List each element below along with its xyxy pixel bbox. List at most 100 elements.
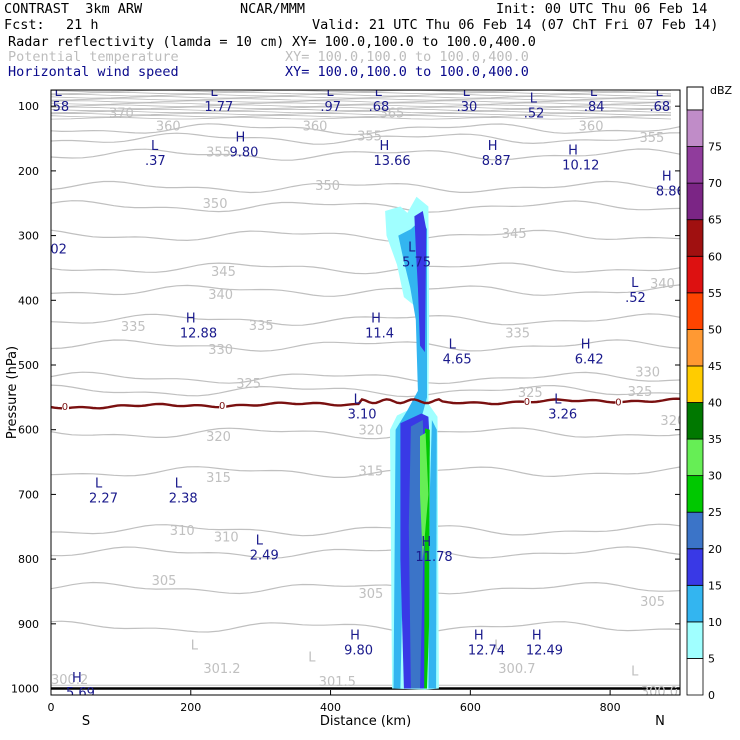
- theta-low-marker: L: [308, 650, 316, 665]
- wind-extremum-value: 3.26: [548, 408, 577, 423]
- colorbar-swatch: [686, 219, 704, 257]
- zero-line-label: 0: [524, 397, 530, 408]
- zero-line-label: 0: [219, 401, 225, 412]
- field-1-name: Radar reflectivity (lamda = 10 cm): [8, 34, 285, 50]
- theta-label: 365: [379, 107, 404, 122]
- colorbar-swatch: [686, 438, 704, 477]
- wind-low-marker: L: [354, 393, 362, 408]
- upper-isoline: [51, 98, 672, 101]
- theta-label: 300.7: [498, 662, 535, 677]
- theta-label: 325: [518, 386, 543, 401]
- wind-low-marker: L: [530, 92, 538, 107]
- theta-label: 320: [206, 430, 231, 445]
- colorbar-swatch: [686, 658, 704, 696]
- wind-extremum-value: 6.42: [575, 353, 604, 368]
- theta-label: 335: [121, 320, 146, 335]
- model-title: CONTRAST 3km ARW: [4, 1, 143, 17]
- x-end-left: S: [82, 714, 90, 729]
- theta-label: 310: [214, 530, 239, 545]
- theta-contours: [51, 123, 680, 690]
- colorbar-swatch: [686, 402, 704, 440]
- colorbar-swatch: [686, 548, 704, 586]
- theta-label: 315: [359, 464, 384, 479]
- wind-extremum-value: 13.66: [373, 154, 410, 169]
- wind-low-marker: L: [210, 85, 218, 100]
- reflectivity-10dbz: [428, 420, 437, 689]
- reflectivity-30dbz: [420, 432, 429, 560]
- wind-extremum-value: 2.27: [89, 492, 118, 507]
- forecast-label: Fcst:: [4, 17, 45, 33]
- theta-isoline: [51, 262, 680, 275]
- theta-label: 360: [579, 120, 604, 135]
- upper-isoline: [51, 106, 672, 110]
- upper-isoline: [51, 96, 671, 99]
- wind-extremum-value: .30: [457, 100, 478, 115]
- organization-label: NCAR/MMM: [240, 1, 306, 17]
- wind-low-marker: L: [408, 240, 416, 255]
- upper-theta-isolines: [51, 90, 672, 120]
- colorbar-label: 25: [708, 506, 722, 519]
- zero-line-label: 0: [62, 402, 68, 413]
- zero-label-bg: [61, 401, 69, 412]
- colorbar-label: 70: [708, 177, 722, 190]
- upper-isoline: [51, 110, 672, 114]
- theta-label: 355: [357, 129, 382, 144]
- axes: 100 200 300 400 500 600 700 800 900 1000 0 200 400 60…: [5, 89, 681, 729]
- theta-isoline: [51, 123, 680, 136]
- y-tick-label: 500: [18, 359, 39, 372]
- wind-extremum-value: 5.02: [38, 243, 67, 258]
- colorbar-swatch: [686, 584, 704, 623]
- theta-isoline: [51, 384, 680, 398]
- upper-isoline: [51, 108, 671, 112]
- plot-frame: [50, 89, 681, 696]
- theta-label: 350: [203, 197, 228, 212]
- theta-isoline: [51, 427, 680, 440]
- colorbar: dBZ 0 5 10 15 20 25 30 35 40 45 50 55 60 65 70 75: [686, 84, 733, 702]
- colorbar-swatch: [686, 328, 704, 367]
- colorbar-label: 65: [708, 214, 722, 227]
- colorbar-label: 45: [708, 360, 722, 373]
- upper-isoline: [51, 93, 672, 97]
- theta-label: 300.2: [51, 673, 88, 688]
- colorbar-swatch: [686, 292, 704, 330]
- theta-isoline: [51, 132, 680, 145]
- colorbar-swatch: [686, 621, 704, 659]
- theta-label: 325: [236, 377, 261, 392]
- theta-label: 330: [635, 365, 660, 380]
- theta-label: 340: [650, 277, 675, 292]
- wind-low-marker: L: [326, 85, 334, 100]
- wind-high-marker: H: [581, 338, 591, 353]
- colorbar-swatch: [686, 475, 704, 513]
- theta-isoline: [51, 200, 680, 213]
- wind-extremum-value: 8.87: [482, 154, 511, 169]
- x-tick-label: 600: [460, 701, 481, 714]
- y-axis-label: Pressure (hPa): [5, 346, 20, 439]
- y-tick-label: 400: [18, 294, 39, 307]
- field-3-xy: XY= 100.0,100.0 to 100.0,400.0: [285, 64, 529, 80]
- wind-extremum-value: .68: [369, 100, 390, 115]
- theta-low-marker: L: [631, 665, 639, 680]
- wind-extremum-value: 9.80: [344, 644, 373, 659]
- wind-extremum-value: 2.38: [169, 492, 198, 507]
- wind-extremum-value: .97: [320, 100, 341, 115]
- theta-label: 305: [152, 574, 177, 589]
- theta-isoline: [51, 523, 680, 537]
- y-tick-label: 700: [18, 488, 39, 501]
- theta-label: 335: [249, 319, 274, 334]
- wind-high-marker: H: [72, 671, 82, 686]
- y-tick-label: 100: [18, 100, 39, 113]
- theta-isoline: [51, 229, 680, 243]
- y-tick-label: 600: [18, 424, 39, 437]
- theta-label: 320: [660, 414, 685, 429]
- upper-isoline: [51, 90, 671, 93]
- upper-isoline: [51, 102, 671, 105]
- x-tick-label: 800: [600, 701, 621, 714]
- theta-label: 345: [502, 227, 527, 242]
- colorbar-label: 75: [708, 141, 722, 154]
- wind-high-marker: H: [532, 629, 542, 644]
- wind-extremum-value: 11.78: [415, 550, 452, 565]
- theta-isoline: [51, 371, 680, 385]
- theta-label: 301.5: [319, 675, 356, 690]
- wind-extremum-value: .52: [625, 291, 646, 306]
- wind-low-marker: L: [449, 338, 457, 353]
